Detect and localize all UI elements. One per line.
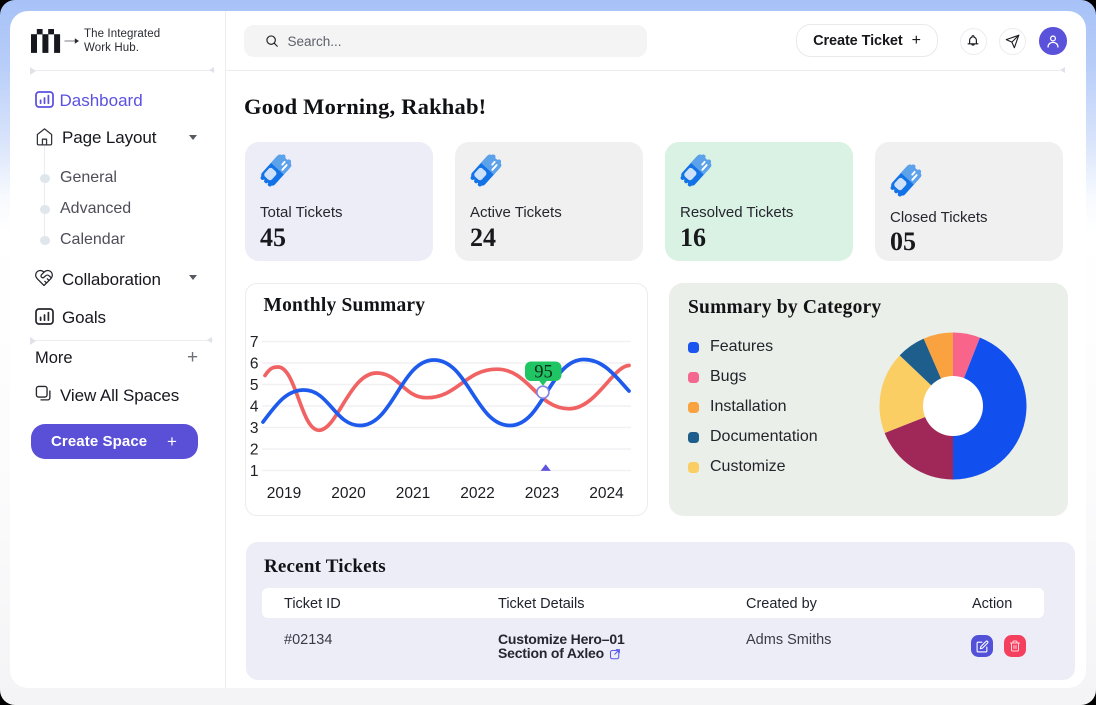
svg-text:2020: 2020 <box>331 485 366 502</box>
svg-text:95: 95 <box>534 363 553 383</box>
svg-text:2023: 2023 <box>525 485 559 502</box>
svg-text:2022: 2022 <box>460 485 494 502</box>
svg-text:7: 7 <box>250 334 259 351</box>
svg-text:1: 1 <box>250 463 259 480</box>
svg-text:3: 3 <box>250 420 259 437</box>
svg-text:5: 5 <box>250 377 259 394</box>
svg-text:4: 4 <box>250 399 259 416</box>
svg-text:2019: 2019 <box>267 485 301 502</box>
svg-text:2021: 2021 <box>396 485 430 502</box>
svg-text:2: 2 <box>250 442 259 459</box>
svg-text:2024: 2024 <box>589 485 624 502</box>
svg-text:6: 6 <box>250 356 259 373</box>
